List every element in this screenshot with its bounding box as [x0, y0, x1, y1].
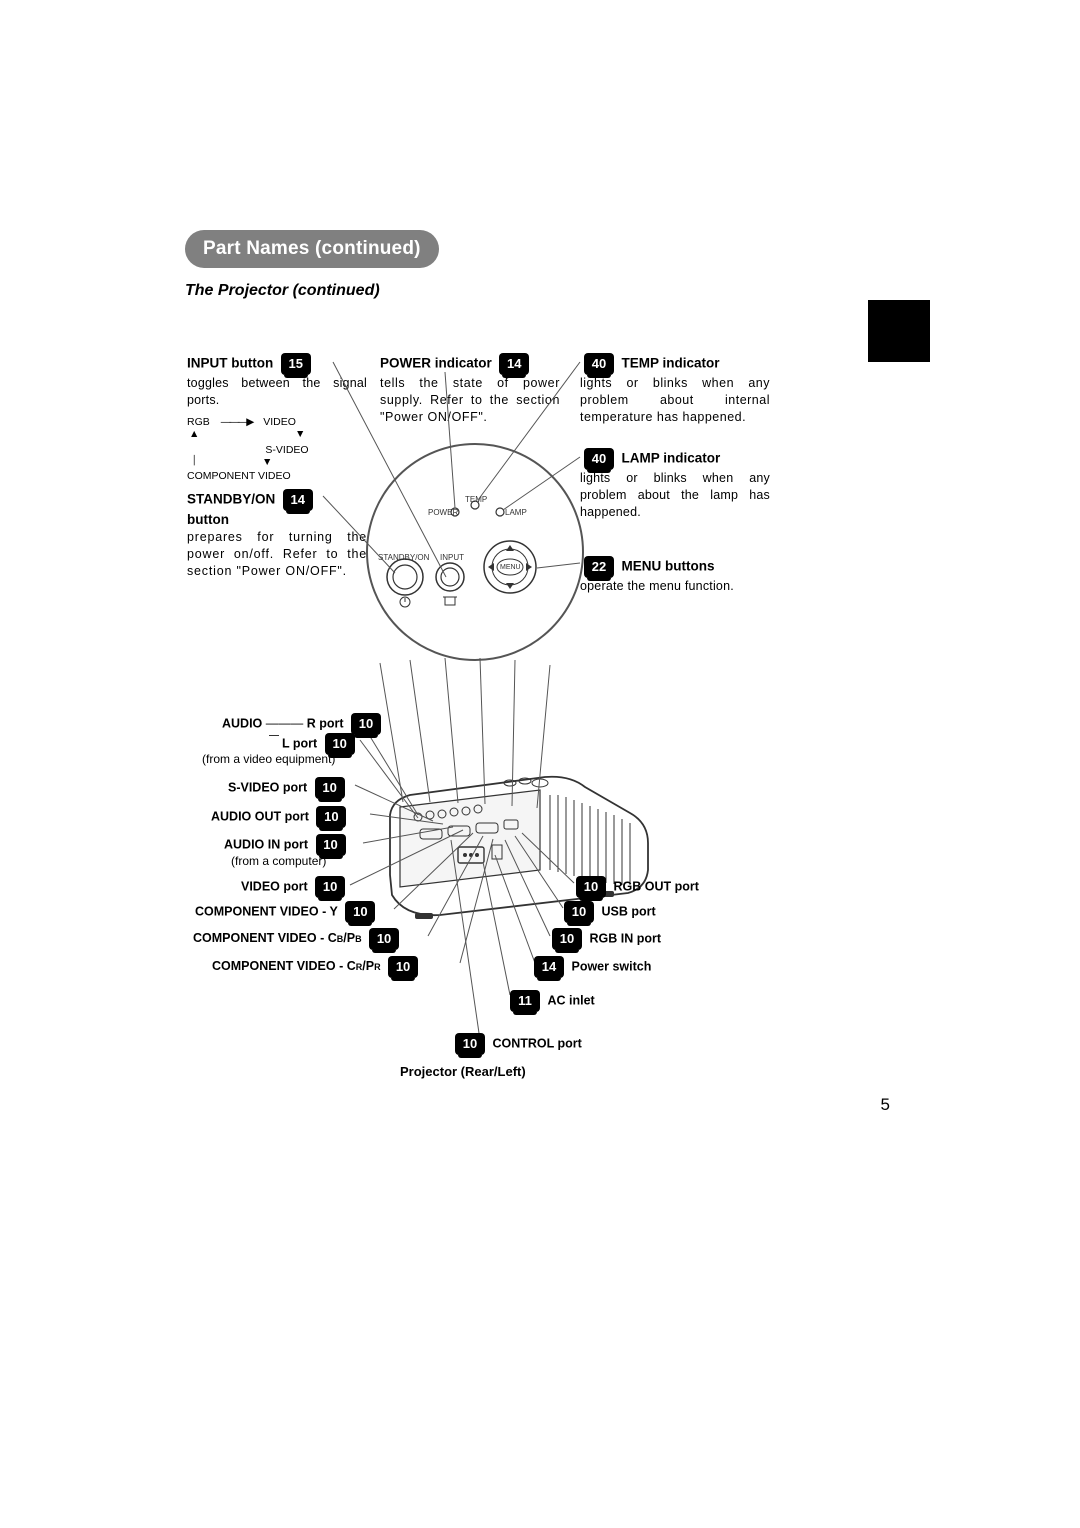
- callout-power: POWER indicator 14 tells the state of po…: [380, 353, 560, 426]
- input-button-desc: toggles between the signal ports.: [187, 375, 367, 409]
- port-audio-r: AUDIO ——— R port 10: [222, 713, 385, 735]
- temp-desc: lights or blinks when any problem about …: [580, 375, 770, 426]
- port-control: 10 CONTROL port: [451, 1033, 582, 1055]
- flow-component: COMPONENT VIDEO: [187, 469, 367, 483]
- port-comp-y: COMPONENT VIDEO - Y 10: [195, 901, 379, 923]
- callout-lamp: 40 LAMP indicator lights or blinks when …: [580, 448, 770, 521]
- diagram-caption: Projector (Rear/Left): [400, 1064, 526, 1079]
- temp-title: TEMP indicator: [621, 355, 719, 370]
- badge-14-standby: 14: [283, 489, 313, 511]
- port-audio-in: AUDIO IN port 10: [224, 834, 350, 856]
- port-video: VIDEO port 10: [241, 876, 349, 898]
- lbl-temp: TEMP: [465, 495, 487, 504]
- page-number: 5: [881, 1095, 890, 1115]
- control-panel-diagram: [360, 437, 590, 667]
- port-comp-crpr: COMPONENT VIDEO - CR/PR 10: [212, 956, 422, 978]
- lamp-title: LAMP indicator: [621, 450, 720, 465]
- lbl-power: POWER: [428, 508, 458, 517]
- port-comp-cbpb: COMPONENT VIDEO - CB/PB 10: [193, 928, 403, 950]
- page-content: Part Names (continued) The Projector (co…: [185, 230, 905, 300]
- callout-input-button: INPUT button 15 toggles between the sign…: [187, 353, 367, 483]
- callout-menu: 22 MENU buttons operate the menu functio…: [580, 556, 770, 595]
- lbl-lamp: LAMP: [505, 508, 527, 517]
- menu-title: MENU buttons: [621, 558, 714, 573]
- standby-desc: prepares for turning the power on/off. R…: [187, 529, 367, 580]
- port-svideo: S-VIDEO port 10: [228, 777, 349, 799]
- lamp-desc: lights or blinks when any problem about …: [580, 470, 770, 521]
- port-audio-out: AUDIO OUT port 10: [211, 806, 350, 828]
- port-audio-in-note: (from a computer): [231, 854, 326, 868]
- lbl-standby: STANDBY/ON: [378, 553, 429, 562]
- port-usb: 10 USB port: [560, 901, 656, 923]
- lbl-menu: MENU: [500, 564, 521, 571]
- flow-video: VIDEO: [263, 416, 296, 428]
- badge-15: 15: [281, 353, 311, 375]
- standby-title-b: button: [187, 511, 367, 529]
- subtitle: The Projector (continued): [185, 282, 905, 300]
- lbl-input: INPUT: [440, 553, 464, 562]
- port-ac-inlet: 11 AC inlet: [506, 990, 595, 1012]
- badge-40-temp: 40: [584, 353, 614, 375]
- callout-standby: STANDBY/ON 14 button prepares for turnin…: [187, 489, 367, 580]
- section-tab: [868, 300, 930, 362]
- power-desc: tells the state of power supply. Refer t…: [380, 375, 560, 426]
- power-title: POWER indicator: [380, 355, 492, 370]
- callout-temp: 40 TEMP indicator lights or blinks when …: [580, 353, 770, 426]
- port-rgb-in: 10 RGB IN port: [548, 928, 661, 950]
- input-button-title: INPUT button: [187, 355, 273, 370]
- section-title-pill: Part Names (continued): [185, 230, 439, 268]
- port-audio-note: (from a video equipment): [202, 752, 335, 766]
- port-power-switch: 14 Power switch: [530, 956, 651, 978]
- flow-svideo: S-VIDEO: [207, 443, 367, 457]
- badge-14-power: 14: [499, 353, 529, 375]
- standby-title-a: STANDBY/ON: [187, 491, 275, 506]
- port-rgb-out: 10 RGB OUT port: [572, 876, 699, 898]
